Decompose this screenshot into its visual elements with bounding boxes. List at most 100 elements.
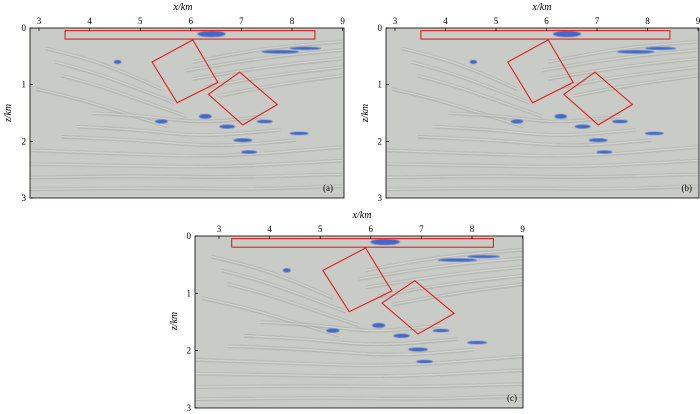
reflector-event <box>386 174 699 179</box>
reflector-event <box>61 137 297 147</box>
reflector-event <box>45 47 162 89</box>
panel-c-frame <box>194 235 524 409</box>
reflector-event <box>358 257 523 280</box>
strong-amplitude-event <box>261 50 300 54</box>
reflector-event <box>45 49 162 91</box>
reflector-event <box>378 276 523 298</box>
panel-c-ticks: 3 4 5 6 7 8 9 0 1 2 3 <box>187 224 526 413</box>
x-tick-label: 9 <box>696 16 700 26</box>
y-tick-label: 2 <box>378 136 383 146</box>
reflector-event <box>195 355 523 365</box>
y-tick-label: 0 <box>187 231 192 241</box>
strong-amplitude-event <box>469 60 478 64</box>
strong-amplitude-event <box>219 124 235 129</box>
reflector-event <box>61 136 297 146</box>
strong-amplitude-event <box>588 138 608 143</box>
strong-amplitude-event <box>257 119 273 124</box>
x-tick-label: 5 <box>138 16 143 26</box>
reflector-event <box>386 185 699 191</box>
reflector-event <box>61 75 187 117</box>
reflector-event <box>541 49 699 72</box>
reflector-event <box>195 396 523 401</box>
reflector-event <box>195 370 523 378</box>
highlight-box <box>207 71 279 126</box>
panel-a-highlight-boxes <box>64 30 316 126</box>
reflector-event <box>30 172 344 177</box>
reflector-event <box>365 266 523 289</box>
reflector-event <box>548 42 699 64</box>
strong-amplitude-event <box>467 255 500 259</box>
panel-c-highlight-boxes <box>231 238 494 335</box>
reflector-event <box>541 48 699 70</box>
reflector-event <box>417 76 543 118</box>
highlight-box <box>506 39 574 104</box>
reflector-event <box>365 267 523 289</box>
reflector-event <box>448 113 621 123</box>
reflector-event <box>244 334 458 344</box>
reflector-event <box>432 127 636 137</box>
x-tick-label: 7 <box>595 16 600 26</box>
x-tick-label: 8 <box>290 16 295 26</box>
reflector-event <box>30 186 344 191</box>
highlight-box <box>64 30 316 40</box>
reflector-event <box>227 346 474 357</box>
reflector-event <box>410 61 530 104</box>
reflector-event <box>386 161 699 169</box>
reflector-event <box>195 368 523 376</box>
reflector-event <box>386 145 699 156</box>
strong-amplitude-event <box>510 119 524 124</box>
panel-b: 3 4 5 6 7 8 9 0 1 2 3 x/km z/km (b) <box>360 2 700 203</box>
reflector-event <box>30 159 344 167</box>
reflector-event <box>36 87 168 126</box>
reflector-event <box>205 67 344 89</box>
strong-amplitude-event <box>416 359 433 364</box>
highlight-box <box>231 238 494 248</box>
strong-amplitude-event <box>113 60 122 64</box>
reflector-event <box>30 173 344 179</box>
reflector-event <box>227 344 474 355</box>
strong-amplitude-event <box>155 119 168 124</box>
reflector-event <box>30 184 344 189</box>
reflector-event <box>211 255 333 298</box>
x-tick-label: 5 <box>318 224 323 234</box>
reflector-event <box>386 160 699 168</box>
reflector-event <box>573 76 699 98</box>
y-tick-label: 1 <box>378 80 383 90</box>
reflector-event <box>401 47 518 90</box>
strong-amplitude-event <box>372 323 386 328</box>
strong-amplitude-event <box>408 347 428 352</box>
panel-b-ylabel: z/km <box>360 104 371 123</box>
panel-a-reflectors <box>30 30 344 191</box>
reflector-event <box>30 147 344 158</box>
strong-amplitude-event <box>282 268 291 273</box>
reflector-event <box>401 47 518 89</box>
panel-a-ticks: 3 4 5 6 7 8 9 0 1 2 3 <box>22 16 346 203</box>
strong-amplitude-event <box>645 46 677 50</box>
y-tick-label: 0 <box>378 23 383 33</box>
reflector-event <box>61 76 187 118</box>
y-tick-label: 0 <box>22 23 27 33</box>
reflector-event <box>195 355 523 367</box>
reflector-event <box>217 75 344 97</box>
reflector-event <box>391 283 523 306</box>
highlight-box <box>322 247 393 313</box>
reflector-event <box>244 335 458 345</box>
reflector-event <box>365 250 523 272</box>
reflector-event <box>548 57 699 79</box>
x-tick-label: 8 <box>645 16 650 26</box>
reflector-event <box>30 161 344 169</box>
panel-b-frame <box>385 27 700 199</box>
reflector-event <box>548 41 699 63</box>
panel-b-reflectors <box>386 30 699 191</box>
reflector-event <box>217 74 344 96</box>
reflector-event <box>548 40 699 62</box>
reflector-event <box>221 271 347 314</box>
panel-c-ylabel: z/km <box>169 312 180 331</box>
reflector-event <box>192 41 344 63</box>
reflector-event <box>221 269 347 313</box>
y-tick-label: 2 <box>22 136 27 146</box>
reflector-event <box>358 259 523 281</box>
reflector-event <box>410 60 530 103</box>
reflector-event <box>358 256 523 279</box>
